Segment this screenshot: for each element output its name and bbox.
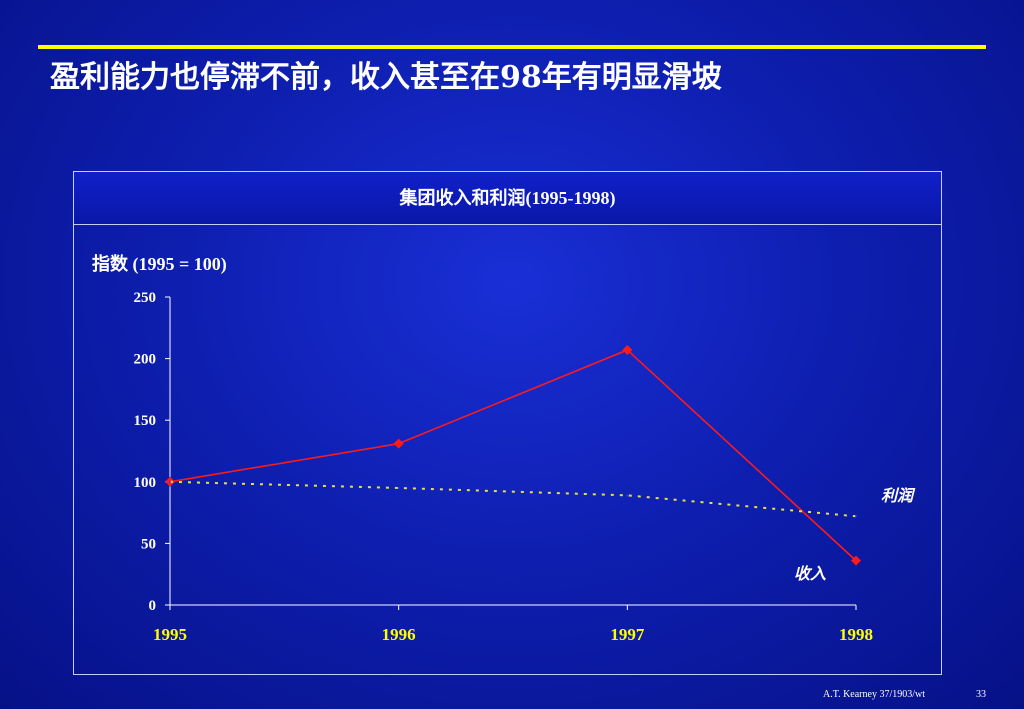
y-tick-label: 150: [134, 413, 157, 429]
chart-panel: 集团收入和利润(1995-1998): [73, 171, 942, 675]
data-point-0-2: [622, 344, 633, 355]
data-point-1-2: [626, 494, 629, 497]
x-tick-label: 1998: [839, 625, 873, 644]
slide-title: 盈利能力也停滞不前，收入甚至在98年有明显滑坡: [50, 60, 722, 95]
y-axis-label: 指数 (1995 = 100): [92, 254, 227, 274]
data-point-1-3: [855, 515, 857, 518]
data-point-0-3: [851, 555, 861, 566]
footer-page-number: 33: [976, 689, 986, 700]
y-tick-label: 200: [134, 352, 157, 368]
y-tick-label: 100: [134, 475, 157, 491]
y-tick-label: 250: [134, 290, 157, 306]
x-tick-label: 1997: [610, 625, 645, 644]
x-tick-label: 1996: [382, 625, 416, 644]
footer-source: A.T. Kearney 37/1903/wt: [823, 689, 926, 700]
series-line-1: [169, 480, 857, 518]
series-label-1: 利润: [881, 486, 916, 505]
x-tick-label: 1995: [153, 625, 187, 644]
y-tick-label: 50: [141, 536, 156, 552]
data-point-0-1: [393, 438, 404, 449]
chart-title: 集团收入和利润(1995-1998): [74, 172, 941, 225]
y-tick-label: 0: [149, 598, 157, 614]
series-line-0: [169, 349, 857, 562]
data-point-1-0: [169, 480, 171, 483]
series-label-0: 收入: [794, 564, 826, 583]
data-point-1-1: [397, 486, 400, 489]
title-rule: [38, 45, 986, 49]
